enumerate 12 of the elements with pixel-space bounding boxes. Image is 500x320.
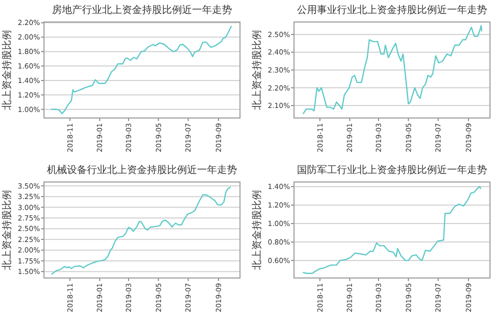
line-series <box>302 24 482 114</box>
y-axis-title: 北上资金持股比例 <box>1 30 13 110</box>
y-axis-title: 北上资金持股比例 <box>251 190 263 270</box>
chart-title: 公用事业行业北上资金持股比例近一年走势 <box>297 4 487 16</box>
chart-title: 机械设备行业北上资金持股比例近一年走势 <box>47 164 237 176</box>
line-series <box>51 186 231 275</box>
chart-title: 房地产行业北上资金持股比例近一年走势 <box>52 4 232 16</box>
line-series <box>302 186 482 274</box>
line-series <box>50 26 232 114</box>
y-axis-title: 北上资金持股比例 <box>251 30 263 110</box>
chart-title: 国防军工行业北上资金持股比例近一年走势 <box>297 164 487 176</box>
y-axis-title: 北上资金持股比例 <box>1 190 13 270</box>
